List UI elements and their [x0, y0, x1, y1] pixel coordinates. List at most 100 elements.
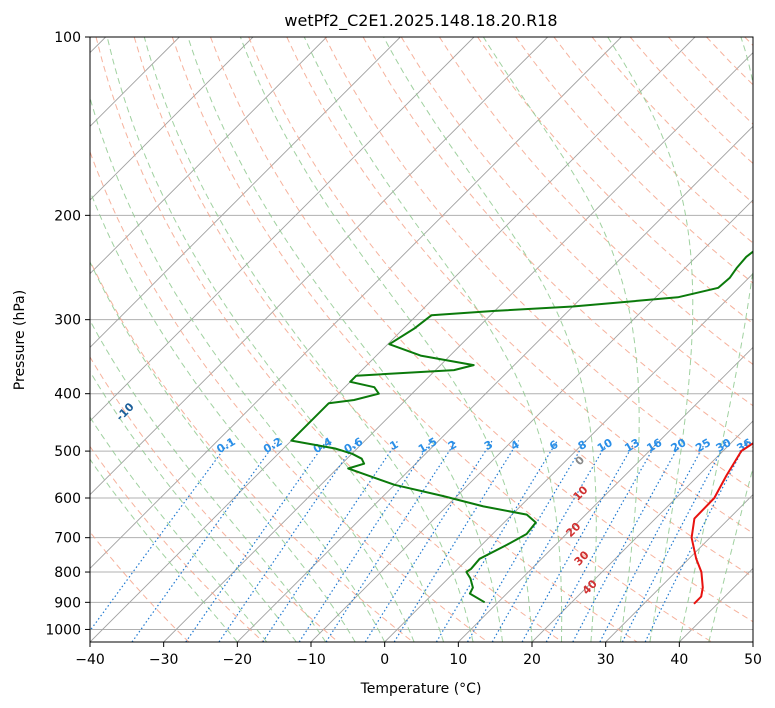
mixing-ratio-line: [364, 440, 493, 642]
isotherm-line: [384, 273, 753, 642]
moist-adiabat-label: 30: [572, 548, 592, 568]
dry-adiabat-line: [553, 37, 753, 244]
moist-adiabat-label: 10: [571, 483, 591, 503]
mixing-ratio-line: [545, 440, 659, 642]
y-tick-label: 300: [54, 313, 81, 329]
x-tick-label: 40: [670, 652, 688, 668]
isotherm-line: [458, 346, 753, 642]
moist-adiabat-label: 0: [573, 453, 588, 468]
mixing-ratio-line: [572, 440, 683, 642]
isotherm-line: [237, 125, 753, 642]
dry-adiabat-label: -10: [113, 400, 136, 423]
mixing-ratio-line: [325, 440, 457, 642]
isotherm-line: [90, 37, 401, 348]
dry-adiabat-line: [591, 37, 753, 204]
dry-adiabat-line: [90, 531, 190, 642]
isotherm-line: [90, 37, 327, 275]
x-axis-ticks: −40 −30 −20 −10 0 10 20 30 40 50: [75, 642, 762, 668]
mixing-ratio-label: 30: [714, 436, 734, 455]
mixing-ratio-lines: [90, 440, 748, 642]
mixing-ratio-label: 1.5: [416, 435, 439, 456]
mixing-ratio-label: 0.6: [342, 435, 366, 456]
moist-adiabat-line: [143, 37, 474, 642]
moist-adiabat-line: [239, 37, 533, 642]
dry-adiabat-line: [477, 37, 753, 325]
dry-adiabat-line: [171, 37, 712, 642]
y-tick-label: 100: [54, 30, 81, 46]
skewed-isotherms: [90, 37, 753, 642]
mixing-ratio-line: [131, 440, 278, 642]
dry-adiabat-line: [286, 37, 753, 534]
dry-adiabat-line: [133, 37, 638, 642]
moist-adiabat-line: [303, 37, 563, 642]
pressure-gridlines: [90, 37, 753, 630]
mixing-ratio-line: [435, 440, 558, 642]
dewpoint-profile-line: [290, 250, 753, 604]
x-tick-label: 10: [449, 652, 467, 668]
mixing-ratio-line: [644, 440, 748, 642]
mixing-ratio-line: [599, 440, 707, 642]
plot-area: -100-90-80-70-60-50-40-30-20-100.10.20.4…: [90, 37, 754, 642]
moist-adiabats: [90, 37, 753, 642]
mixing-ratio-label: 36: [734, 436, 754, 455]
moist-adiabat-line: [90, 370, 297, 642]
dry-adiabat-line: [248, 37, 753, 578]
isotherm-line: [752, 641, 753, 642]
isotherm-line: [531, 420, 753, 642]
x-tick-label: −40: [75, 652, 105, 668]
mixing-ratio-line: [491, 440, 609, 642]
x-axis-label: Temperature (°C): [360, 681, 482, 697]
isotherm-line: [310, 199, 753, 642]
mixing-ratio-line: [90, 440, 231, 632]
dry-adiabat-line: [210, 37, 753, 623]
moist-adiabat-line: [106, 37, 445, 642]
mixing-ratio-line: [466, 440, 587, 642]
moist-adiabat-line: [187, 37, 503, 642]
isotherm-line: [90, 37, 254, 201]
dry-adiabat-line: [744, 37, 753, 47]
moist-adiabat-line: [90, 189, 386, 642]
sounding-profiles: [290, 250, 753, 605]
moist-adiabat-line: [90, 319, 327, 642]
mixing-ratio-line: [521, 440, 637, 642]
dry-adiabat-line: [668, 37, 753, 125]
moist-adiabat-label: 40: [580, 577, 600, 597]
dry-adiabat-line: [706, 37, 753, 86]
mixing-ratio-line: [262, 440, 399, 642]
y-tick-label: 600: [54, 491, 81, 507]
x-tick-label: 20: [523, 652, 541, 668]
isotherm-line: [163, 52, 753, 642]
mixing-ratio-line: [393, 440, 520, 642]
x-tick-label: 30: [597, 652, 615, 668]
moist-adiabat-line: [708, 466, 753, 642]
mixing-ratio-label: 0.2: [261, 435, 284, 456]
dry-adiabat-line: [90, 150, 488, 642]
y-axis-label: Pressure (hPa): [12, 290, 28, 390]
isotherm-line: [90, 37, 622, 569]
dry-adiabat-line: [438, 37, 753, 366]
y-tick-label: 800: [54, 565, 81, 581]
mixing-ratio-label: 10: [595, 436, 615, 455]
isotherm-line: [90, 37, 475, 422]
moist-adiabat-line: [482, 37, 640, 642]
y-tick-label: 500: [54, 444, 81, 460]
isotherm-line: [90, 37, 548, 496]
moist-adiabat-line: [607, 37, 694, 642]
moist-adiabat-line: [678, 37, 753, 642]
dry-adiabat-line: [95, 37, 563, 642]
y-tick-label: 700: [54, 531, 81, 547]
moist-adiabat-line: [383, 37, 597, 642]
x-tick-label: 50: [744, 652, 762, 668]
x-tick-label: 0: [380, 652, 389, 668]
mixing-ratio-label: 20: [669, 436, 689, 455]
dry-adiabat-line: [90, 259, 414, 642]
mixing-ratio-label: 0.1: [214, 435, 237, 456]
isotherm-line: [90, 37, 696, 642]
y-tick-label: 1000: [45, 622, 81, 638]
dry-adiabat-line: [90, 356, 339, 642]
isotherm-line: [605, 494, 753, 642]
chart-title: wetPf2_C2E1.2025.148.18.20.R18: [284, 11, 557, 31]
moist-adiabat-line: [90, 458, 238, 642]
y-axis-ticks: 100 200 300 400 500 600 700 800 900 1000: [45, 30, 90, 638]
